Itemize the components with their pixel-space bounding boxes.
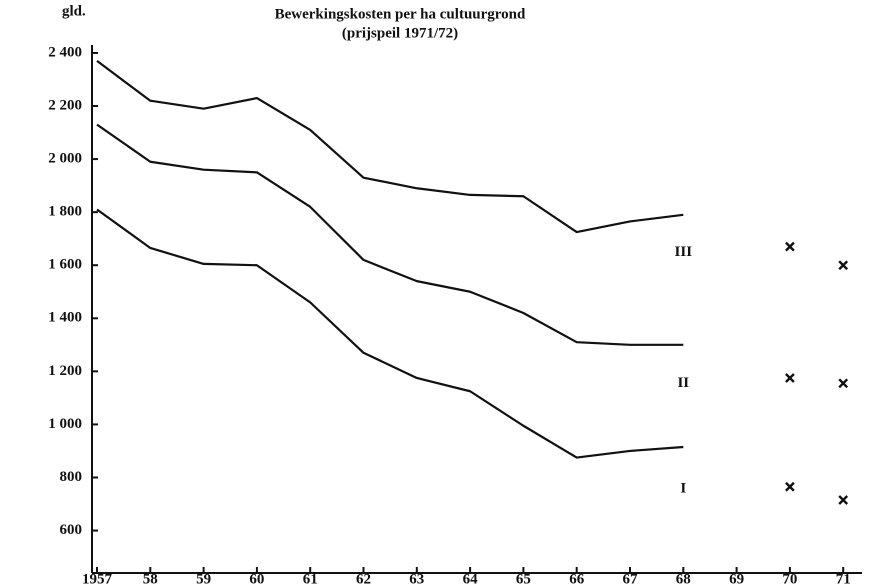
y-tick-label: 800 — [60, 469, 83, 485]
x-tick-label: 58 — [143, 571, 158, 585]
marker — [785, 481, 795, 492]
y-tick-label: 1 200 — [48, 363, 82, 379]
y-tick-label: 2 200 — [48, 97, 82, 113]
x-tick-label: 68 — [676, 571, 691, 585]
marker — [838, 260, 849, 271]
x-tick-label: 66 — [569, 571, 585, 585]
x-tick-label: 59 — [196, 571, 211, 585]
series-line — [96, 60, 684, 234]
x-tick-label: 67 — [623, 571, 639, 585]
x-tick-label: 63 — [409, 571, 424, 585]
x-tick-label: 70 — [782, 571, 797, 585]
y-tick-label: 600 — [60, 522, 83, 538]
series-label: III — [675, 244, 693, 260]
marker — [838, 378, 849, 389]
series-label: II — [677, 375, 689, 391]
series-line — [96, 123, 684, 346]
marker — [838, 495, 849, 505]
x-tick-label: 71 — [836, 571, 851, 585]
x-tick-label: 61 — [303, 571, 318, 585]
marker — [785, 241, 795, 252]
y-tick-label: 1 400 — [48, 310, 82, 326]
series-label: I — [680, 480, 686, 496]
series-line — [96, 208, 684, 459]
x-tick-label: 62 — [356, 571, 371, 585]
x-tick-label: 64 — [463, 571, 479, 585]
x-tick-label: 65 — [516, 571, 531, 585]
y-tick-label: 1 600 — [48, 257, 82, 273]
x-tick-label: 69 — [729, 571, 744, 585]
chart-subtitle: (prijspeil 1971/72) — [342, 25, 458, 41]
marker — [785, 373, 795, 383]
y-tick-label: 1 800 — [48, 204, 82, 220]
x-tick-label: 60 — [249, 571, 264, 585]
x-tick-label: 1957 — [82, 571, 113, 585]
y-tick-label: 1 000 — [48, 416, 82, 432]
chart-title: Bewerkingskosten per ha cultuurgrond — [275, 6, 526, 22]
y-tick-label: 2 400 — [48, 44, 82, 60]
y-axis-label: gld. — [62, 3, 86, 19]
y-tick-label: 2 000 — [48, 151, 82, 167]
